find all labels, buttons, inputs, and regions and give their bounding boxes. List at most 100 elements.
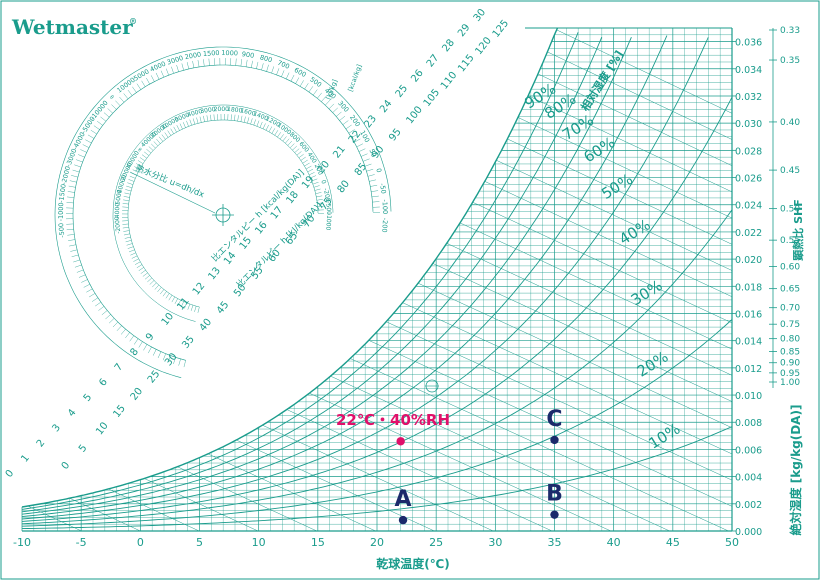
protractor-tick bbox=[292, 145, 297, 151]
protractor-tick bbox=[71, 254, 79, 257]
protractor-tick bbox=[125, 189, 132, 192]
protractor-tick bbox=[123, 233, 130, 236]
protractor-tick bbox=[123, 196, 130, 198]
enthalpy-kj-tick: 5 bbox=[77, 443, 90, 455]
x-tick-label: -5 bbox=[76, 536, 87, 549]
rh-label: 20% bbox=[634, 348, 672, 381]
protractor-tick bbox=[138, 341, 143, 348]
protractor-tick bbox=[298, 154, 304, 158]
protractor-tick bbox=[279, 134, 284, 140]
y-tick-label: 0.026 bbox=[735, 174, 762, 185]
enthalpy-kcal-tick: 12 bbox=[191, 281, 208, 298]
protractor-tick bbox=[367, 174, 375, 177]
protractor-tick bbox=[122, 227, 129, 229]
protractor-inner-tick: 1800 bbox=[227, 106, 243, 115]
protractor-tick bbox=[271, 128, 276, 134]
rh-curve bbox=[21, 37, 709, 520]
protractor-tick bbox=[78, 274, 86, 278]
y-tick-label: 0.002 bbox=[735, 500, 762, 511]
protractor-tick bbox=[72, 169, 80, 173]
point-label: C bbox=[546, 407, 562, 432]
y-tick-label: 0.036 bbox=[735, 38, 762, 49]
protractor-tick bbox=[165, 293, 170, 299]
protractor-tick bbox=[295, 77, 300, 84]
protractor-tick bbox=[256, 120, 260, 127]
protractor-tick bbox=[171, 66, 174, 74]
protractor-tick bbox=[83, 284, 91, 288]
protractor-tick bbox=[170, 128, 174, 134]
protractor-tick bbox=[86, 288, 93, 293]
protractor-outer-tick: 800 bbox=[259, 53, 273, 64]
x-tick-label: 45 bbox=[666, 536, 680, 549]
protractor-tick bbox=[164, 132, 169, 138]
protractor-tick bbox=[179, 123, 183, 130]
protractor-tick bbox=[162, 291, 167, 297]
protractor-outer-tick: -50 bbox=[378, 183, 388, 195]
protractor-tick bbox=[78, 154, 85, 158]
enthalpy-gridline bbox=[177, 466, 317, 532]
protractor-tick bbox=[76, 269, 84, 273]
protractor-tick bbox=[187, 303, 191, 310]
protractor-tick bbox=[192, 118, 196, 125]
shf-tick-label: 0.95 bbox=[780, 369, 800, 379]
protractor-tick bbox=[136, 163, 142, 167]
protractor-tick bbox=[140, 269, 146, 274]
protractor-tick bbox=[151, 143, 156, 149]
protractor-tick bbox=[289, 143, 295, 148]
protractor-tick bbox=[124, 236, 131, 239]
protractor-tick bbox=[120, 328, 126, 335]
protractor-tick bbox=[74, 264, 82, 268]
protractor-tick bbox=[317, 92, 322, 99]
protractor-tick bbox=[366, 169, 374, 172]
protractor-tick bbox=[125, 240, 132, 243]
protractor-tick bbox=[277, 132, 282, 138]
protractor-inner-tick: ∞ bbox=[136, 146, 145, 154]
protractor-tick bbox=[100, 116, 107, 122]
protractor-tick bbox=[287, 140, 292, 146]
shf-tick-label: 0.40 bbox=[780, 118, 800, 128]
protractor-tick bbox=[240, 59, 242, 67]
protractor-tick bbox=[315, 192, 322, 194]
protractor-inner-tick: 400 bbox=[306, 151, 318, 165]
protractor-tick bbox=[103, 112, 110, 118]
protractor-tick bbox=[124, 192, 131, 195]
shf-tick-label: 0.60 bbox=[780, 262, 800, 272]
protractor-tick bbox=[174, 298, 178, 304]
protractor-tick bbox=[155, 72, 160, 80]
brand-mark: ® bbox=[129, 16, 137, 26]
protractor-tick bbox=[147, 277, 152, 283]
shf-tick-label: 0.45 bbox=[780, 166, 800, 176]
protractor-tick bbox=[285, 138, 290, 144]
protractor-inner-tick: -2000 bbox=[114, 216, 123, 234]
protractor-outer-tick: 0 bbox=[374, 167, 383, 173]
point-label: B bbox=[546, 482, 563, 507]
protractor-tick bbox=[148, 146, 154, 151]
enthalpy-kcal-tick: 29 bbox=[456, 22, 473, 39]
x-tick-label: 50 bbox=[725, 536, 739, 549]
protractor-tick bbox=[101, 310, 108, 316]
protractor-arc bbox=[54, 46, 392, 378]
protractor-inner-tick: -5000 bbox=[114, 189, 124, 208]
protractor-tick bbox=[142, 272, 148, 277]
protractor-tick bbox=[308, 86, 314, 93]
enthalpy-kj-tick: 100 bbox=[404, 104, 424, 126]
enthalpy-kcal-tick: 24 bbox=[378, 98, 395, 115]
protractor-tick bbox=[148, 346, 152, 354]
protractor-tick bbox=[243, 116, 246, 123]
protractor-inner-tick: 0 bbox=[319, 179, 327, 185]
y-tick-label: 0.032 bbox=[735, 92, 762, 103]
protractor-tick bbox=[266, 64, 269, 72]
protractor-tick bbox=[109, 318, 115, 324]
enthalpy-kj-tick: 40 bbox=[198, 317, 215, 334]
enthalpy-kj-tick: 15 bbox=[111, 403, 128, 420]
rh-curve bbox=[21, 319, 733, 527]
protractor-tick bbox=[161, 134, 166, 140]
protractor-arc bbox=[72, 64, 374, 361]
protractor-tick bbox=[312, 89, 318, 96]
protractor-outer-tick: 100 bbox=[358, 129, 371, 144]
enthalpy-gridline bbox=[207, 453, 376, 532]
protractor-pointer bbox=[129, 171, 216, 214]
protractor-tick bbox=[134, 338, 139, 345]
enthalpy-gridline bbox=[368, 340, 733, 507]
enthalpy-kcal-tick: 26 bbox=[409, 68, 426, 85]
